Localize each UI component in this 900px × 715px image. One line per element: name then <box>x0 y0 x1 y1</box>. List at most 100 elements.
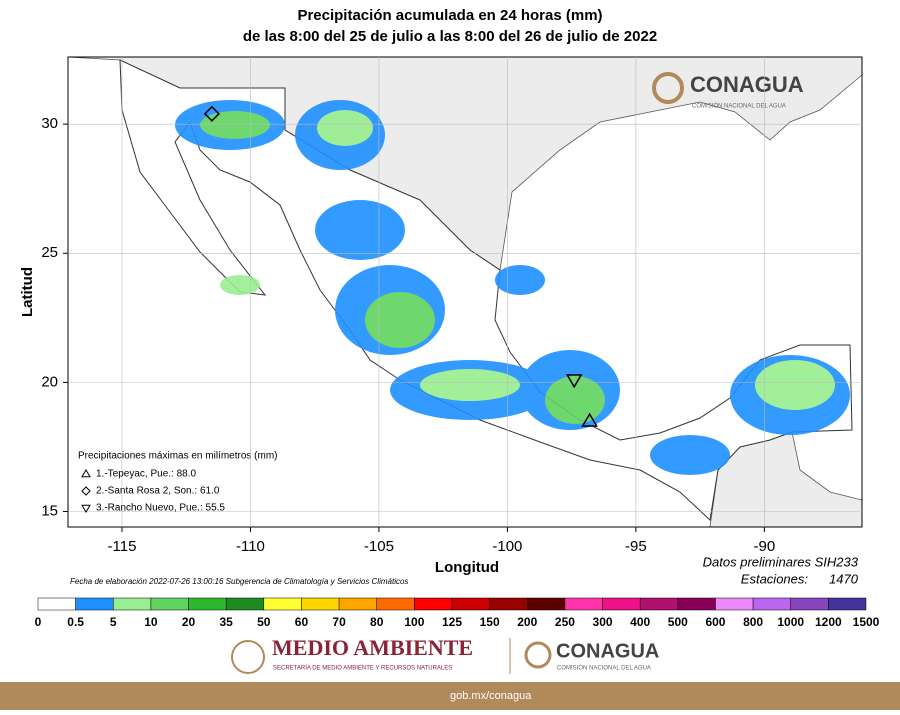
rain-area <box>220 275 260 295</box>
colorbar-label: 80 <box>370 615 384 629</box>
subtitle: de las 8:00 del 25 de julio a las 8:00 d… <box>243 28 657 45</box>
y-tick-label: 25 <box>41 244 58 261</box>
rain-area <box>755 360 835 410</box>
colorbar-label: 1200 <box>815 615 842 629</box>
data-note: Datos preliminares SIH233 <box>703 554 859 569</box>
colorbar-segment <box>263 597 302 611</box>
colorbar-segment <box>451 597 490 611</box>
rain-area <box>495 265 545 295</box>
colorbar-label: 800 <box>743 615 763 629</box>
colorbar-label: 500 <box>668 615 688 629</box>
station-legend-label: 3.-Rancho Nuevo, Pue.: 55.5 <box>96 503 225 514</box>
colorbar-label: 70 <box>332 615 346 629</box>
mexico <box>119 59 853 522</box>
stations-count: 1470 <box>829 571 859 586</box>
station-marker <box>565 374 583 389</box>
rain-area <box>545 376 605 424</box>
colorbar-segment <box>752 597 791 611</box>
banner-strip <box>0 682 900 710</box>
colorbar-label: 250 <box>555 615 575 629</box>
colorbar-segment <box>113 597 152 611</box>
colorbar-label: 5 <box>110 615 117 629</box>
y-tick-label: 15 <box>41 502 58 519</box>
colorbar-label: 60 <box>295 615 309 629</box>
x-tick-label: -110 <box>236 538 265 555</box>
colorbar-segment <box>414 597 453 611</box>
colorbar-label: 150 <box>480 615 500 629</box>
colorbar-segment <box>489 597 528 611</box>
station-legend-symbol <box>81 486 91 496</box>
banner-logo-icon <box>524 641 552 669</box>
colorbar-label: 20 <box>182 615 196 629</box>
colorbar-segment <box>75 597 114 611</box>
logo-icon <box>652 72 684 104</box>
colorbar-label: 300 <box>593 615 613 629</box>
banner-right-subtitle: COMISIÓN NACIONAL DEL AGUA <box>557 665 651 672</box>
colorbar-segment <box>677 597 716 611</box>
x-tick-label: -90 <box>754 538 776 555</box>
colorbar-label: 1000 <box>777 615 804 629</box>
stations-count-label: Estaciones: <box>741 571 809 586</box>
x-tick-label: -95 <box>625 538 647 555</box>
colorbar-label: 400 <box>630 615 650 629</box>
station-legend-symbol <box>81 469 91 478</box>
colorbar-label: 0 <box>35 615 42 629</box>
colorbar-segment <box>338 597 377 611</box>
rain-area <box>650 435 730 475</box>
colorbar-label: 100 <box>404 615 424 629</box>
x-axis-label: Longitud <box>435 559 499 576</box>
banner-left-subtitle: SECRETARÍA DE MEDIO AMBIENTE Y RECURSOS … <box>273 665 452 672</box>
banner: MEDIO AMBIENTE SECRETARÍA DE MEDIO AMBIE… <box>0 635 900 710</box>
colorbar-segment <box>37 597 76 611</box>
colorbar-segment <box>828 597 867 611</box>
colorbar-segment <box>301 597 340 611</box>
colorbar-label: 1500 <box>853 615 880 629</box>
colorbar-label: 125 <box>442 615 462 629</box>
y-tick-label: 20 <box>41 373 58 390</box>
colorbar-label: 50 <box>257 615 271 629</box>
stations-title: Precipitaciones máximas en milímetros (m… <box>78 451 278 462</box>
rain-area <box>365 292 435 348</box>
colorbar-segment <box>225 597 265 611</box>
title: Precipitación acumulada en 24 horas (mm) <box>297 7 602 24</box>
y-tick-label: 30 <box>41 115 58 132</box>
banner-left-title: MEDIO AMBIENTE <box>272 635 473 660</box>
colorbar-segment <box>715 597 754 611</box>
x-tick-label: -115 <box>108 538 137 555</box>
rain-area <box>200 111 270 139</box>
rain-area <box>317 110 373 146</box>
colorbar-label: 200 <box>517 615 537 629</box>
colorbar-label: 35 <box>220 615 234 629</box>
map-frame <box>67 56 863 528</box>
colorbar-label: 10 <box>144 615 158 629</box>
logo: CONAGUA COMISIÓN NACIONAL DEL AGUA <box>652 72 804 110</box>
colorbar-label: 600 <box>705 615 725 629</box>
colorbar-label: 0.5 <box>67 615 84 629</box>
footer-note: Fecha de elaboración 2022-07-26 13:00:16… <box>70 577 408 586</box>
station-legend-label: 2.-Santa Rosa 2, Son.: 61.0 <box>96 486 220 497</box>
station-marker <box>203 105 220 122</box>
station-marker <box>581 412 598 427</box>
station-legend-symbol <box>81 504 91 513</box>
seal <box>231 640 265 674</box>
colorbar-segment <box>376 597 415 611</box>
colorbar-segment <box>602 597 641 611</box>
precipitation-areas <box>175 100 850 475</box>
x-tick-label: -105 <box>364 538 394 555</box>
colorbar-segment <box>639 597 679 611</box>
colorbar-segment <box>564 597 603 611</box>
logo-subtitle: COMISIÓN NACIONAL DEL AGUA <box>692 103 786 110</box>
rain-area <box>420 369 520 401</box>
rain-area <box>315 200 405 260</box>
banner-right-title: CONAGUA <box>556 640 659 662</box>
station-legend-label: 1.-Tepeyac, Pue.: 88.0 <box>96 469 197 480</box>
y-axis-label: Latitud <box>19 267 36 317</box>
map-border <box>67 56 863 528</box>
colorbar-segment <box>150 597 189 611</box>
colorbar-segment <box>790 597 829 611</box>
colorbar-segment <box>188 597 227 611</box>
colorbar-segment <box>527 597 566 611</box>
banner-url: gob.mx/conagua <box>450 690 532 702</box>
